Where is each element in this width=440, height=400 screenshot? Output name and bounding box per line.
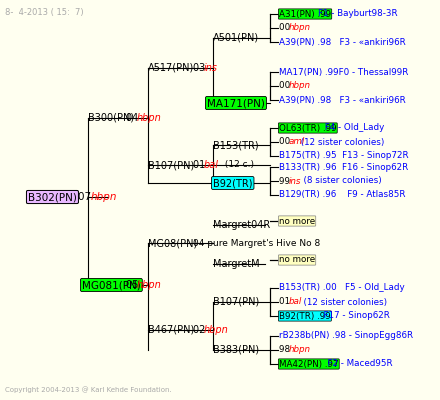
Text: 8-  4-2013 ( 15:  7): 8- 4-2013 ( 15: 7) xyxy=(5,8,84,17)
Text: A517(PN): A517(PN) xyxy=(148,63,194,73)
Text: B175(TR) .95  F13 - Sinop72R: B175(TR) .95 F13 - Sinop72R xyxy=(279,152,409,160)
Text: A39(PN) .98   F3 - «ankiri96R: A39(PN) .98 F3 - «ankiri96R xyxy=(279,96,406,104)
Text: MG081(PN): MG081(PN) xyxy=(82,280,141,290)
Text: no more: no more xyxy=(279,256,315,264)
Text: ins: ins xyxy=(204,63,218,73)
Text: bal: bal xyxy=(204,160,219,170)
Text: 00: 00 xyxy=(279,82,293,90)
Text: MA17(PN) .99F0 - Thessal99R: MA17(PN) .99F0 - Thessal99R xyxy=(279,68,408,76)
Text: F17 - Sinop62R: F17 - Sinop62R xyxy=(319,312,390,320)
Text: B92(TR) .99: B92(TR) .99 xyxy=(279,312,331,320)
Text: (12 c.): (12 c.) xyxy=(222,160,254,170)
Text: 07: 07 xyxy=(78,192,94,202)
Text: (12 sister colonies): (12 sister colonies) xyxy=(298,138,385,146)
Text: B153(TR): B153(TR) xyxy=(213,140,259,150)
Text: F2 - Maced95R: F2 - Maced95R xyxy=(322,360,392,368)
Text: 03: 03 xyxy=(193,63,209,73)
Text: hbpn: hbpn xyxy=(289,346,311,354)
Text: MA42(PN) .97: MA42(PN) .97 xyxy=(279,360,339,368)
Text: B107(PN): B107(PN) xyxy=(213,297,259,307)
Text: hbpn: hbpn xyxy=(137,280,162,290)
Text: hbpn: hbpn xyxy=(204,325,229,335)
Text: B302(PN): B302(PN) xyxy=(28,192,77,202)
Text: bal: bal xyxy=(289,298,302,306)
Text: aml: aml xyxy=(289,138,305,146)
Text: B467(PN): B467(PN) xyxy=(148,325,194,335)
Text: ins: ins xyxy=(289,176,301,186)
Text: MA171(PN): MA171(PN) xyxy=(207,98,265,108)
Text: MG08(PN): MG08(PN) xyxy=(148,238,197,248)
Text: B383(PN): B383(PN) xyxy=(213,345,259,355)
Text: B302(PN): B302(PN) xyxy=(28,192,77,202)
Text: B153(TR) .00   F5 - Old_Lady: B153(TR) .00 F5 - Old_Lady xyxy=(279,284,405,292)
Text: hbpn: hbpn xyxy=(289,24,311,32)
Text: F4 - Old_Lady: F4 - Old_Lady xyxy=(322,124,384,132)
Text: OL63(TR) .99: OL63(TR) .99 xyxy=(279,124,337,132)
Text: hbpn: hbpn xyxy=(137,113,162,123)
Text: B107(PN): B107(PN) xyxy=(148,160,194,170)
Text: 00: 00 xyxy=(279,24,293,32)
Text: 99: 99 xyxy=(279,176,293,186)
Text: B129(TR) .96    F9 - Atlas85R: B129(TR) .96 F9 - Atlas85R xyxy=(279,190,406,200)
Text: hbpn: hbpn xyxy=(91,192,117,202)
Text: no more: no more xyxy=(279,216,315,226)
Text: A501(PN): A501(PN) xyxy=(213,33,259,43)
Text: 04 pure Margret's Hive No 8: 04 pure Margret's Hive No 8 xyxy=(193,238,320,248)
Text: 01: 01 xyxy=(193,160,209,170)
Text: (12 sister colonies): (12 sister colonies) xyxy=(298,298,387,306)
Text: A31(PN) .99: A31(PN) .99 xyxy=(279,10,331,18)
Text: B92(TR): B92(TR) xyxy=(213,178,253,188)
Text: Margret04R: Margret04R xyxy=(213,220,270,230)
Text: hbpn: hbpn xyxy=(289,82,311,90)
Text: 04: 04 xyxy=(126,113,141,123)
Text: B300(PN): B300(PN) xyxy=(88,113,134,123)
Text: Copyright 2004-2013 @ Karl Kehde Foundation.: Copyright 2004-2013 @ Karl Kehde Foundat… xyxy=(5,386,172,393)
Text: 02: 02 xyxy=(193,325,209,335)
Text: (8 sister colonies): (8 sister colonies) xyxy=(298,176,382,186)
Text: 01: 01 xyxy=(279,298,293,306)
Text: MargretM: MargretM xyxy=(213,259,260,269)
Text: 05: 05 xyxy=(126,280,142,290)
Text: rB238b(PN) .98 - SinopEgg86R: rB238b(PN) .98 - SinopEgg86R xyxy=(279,332,413,340)
Text: A39(PN) .98   F3 - «ankiri96R: A39(PN) .98 F3 - «ankiri96R xyxy=(279,38,406,46)
Text: B133(TR) .96  F16 - Sinop62R: B133(TR) .96 F16 - Sinop62R xyxy=(279,162,408,172)
Text: 98: 98 xyxy=(279,346,293,354)
Text: 00: 00 xyxy=(279,138,293,146)
Text: F1 - Bayburt98-3R: F1 - Bayburt98-3R xyxy=(319,10,398,18)
